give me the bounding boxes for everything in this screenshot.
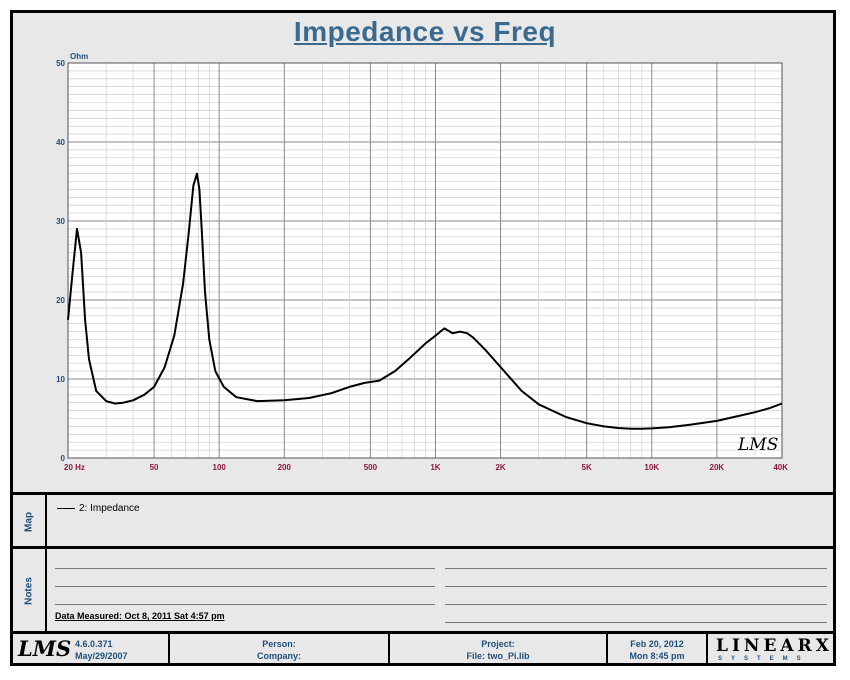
y-tick-label: 30 [56, 217, 65, 226]
project-label: Project: [481, 639, 515, 649]
lms-watermark: LMS [737, 435, 778, 455]
map-legend-text: 2: Impedance [79, 503, 140, 514]
note-line [445, 622, 827, 623]
person-label: Person: [262, 639, 296, 649]
footer-person-cell: Person: Company: [170, 634, 390, 664]
footer-date-cell: Feb 20, 2012 Mon 8:45 pm [608, 634, 708, 664]
note-line [445, 604, 827, 605]
x-tick-label: 200 [278, 463, 292, 472]
chart-title: Impedance vs Freq [293, 16, 557, 47]
y-tick-label: 40 [56, 138, 65, 147]
note-line [445, 568, 827, 569]
data-measured-text: Data Measured: Oct 8, 2011 Sat 4:57 pm [55, 611, 225, 621]
x-tick-label: 10K [644, 463, 659, 472]
file-name: File: two_Pi.lib [466, 651, 530, 661]
x-ticks: 20 Hz 50 100 200 500 1K 2K 5K 10K 20K 40K [64, 463, 788, 472]
print-time: Mon 8:45 pm [629, 651, 685, 661]
impedance-curve [67, 172, 783, 430]
systems-subtitle: SYSTEMS [718, 656, 810, 662]
y-axis-label: Ohm [70, 52, 88, 61]
y-tick-label: 0 [61, 454, 66, 463]
x-tick-label: 50 [150, 463, 159, 472]
x-tick-label: 40K [773, 463, 788, 472]
lms-logo: LMS [18, 636, 72, 661]
footer-project-cell: Project: File: two_Pi.lib [390, 634, 608, 664]
company-label: Company: [256, 651, 301, 661]
footer-brand-cell: LINEARX SYSTEMS [708, 634, 834, 664]
y-tick-label: 20 [56, 296, 65, 305]
version-date: May/29/2007 [75, 651, 128, 661]
plot-border [67, 62, 783, 459]
map-legend-item: 2: Impedance [57, 503, 140, 514]
x-tick-label: 5K [582, 463, 592, 472]
x-tick-label: 500 [364, 463, 378, 472]
x-tick-label: 20 Hz [64, 463, 85, 472]
x-tick-label: 100 [213, 463, 227, 472]
x-tick-label: 20K [710, 463, 725, 472]
linearx-logo: LINEARX [716, 636, 833, 656]
grid [67, 62, 783, 459]
note-line [55, 586, 435, 587]
series [67, 172, 783, 430]
map-label: Map [23, 511, 34, 532]
version-number: 4.6.0.371 [75, 639, 113, 649]
notes-section: Notes Data Measured: Oct 8, 2011 Sat 4:5… [12, 546, 834, 633]
note-line [55, 568, 435, 569]
y-ticks: 0 10 20 30 40 50 [56, 59, 65, 463]
footer-bar: LMS 4.6.0.371 May/29/2007 Person: Compan… [12, 631, 834, 664]
impedance-chart: 0 10 20 30 40 50 20 Hz 50 100 200 500 1K 2K 5K 10K 20K… [56, 52, 788, 472]
map-section: Map 2: Impedance [12, 492, 834, 548]
footer-version-cell: LMS 4.6.0.371 May/29/2007 [12, 634, 170, 664]
legend-line-swatch [57, 508, 75, 509]
y-tick-label: 50 [56, 59, 65, 68]
note-line [445, 586, 827, 587]
notes-label: Notes [23, 577, 34, 605]
print-date: Feb 20, 2012 [630, 639, 684, 649]
y-tick-label: 10 [56, 375, 65, 384]
x-tick-label: 2K [495, 463, 505, 472]
x-tick-label: 1K [430, 463, 440, 472]
note-line [55, 604, 435, 605]
